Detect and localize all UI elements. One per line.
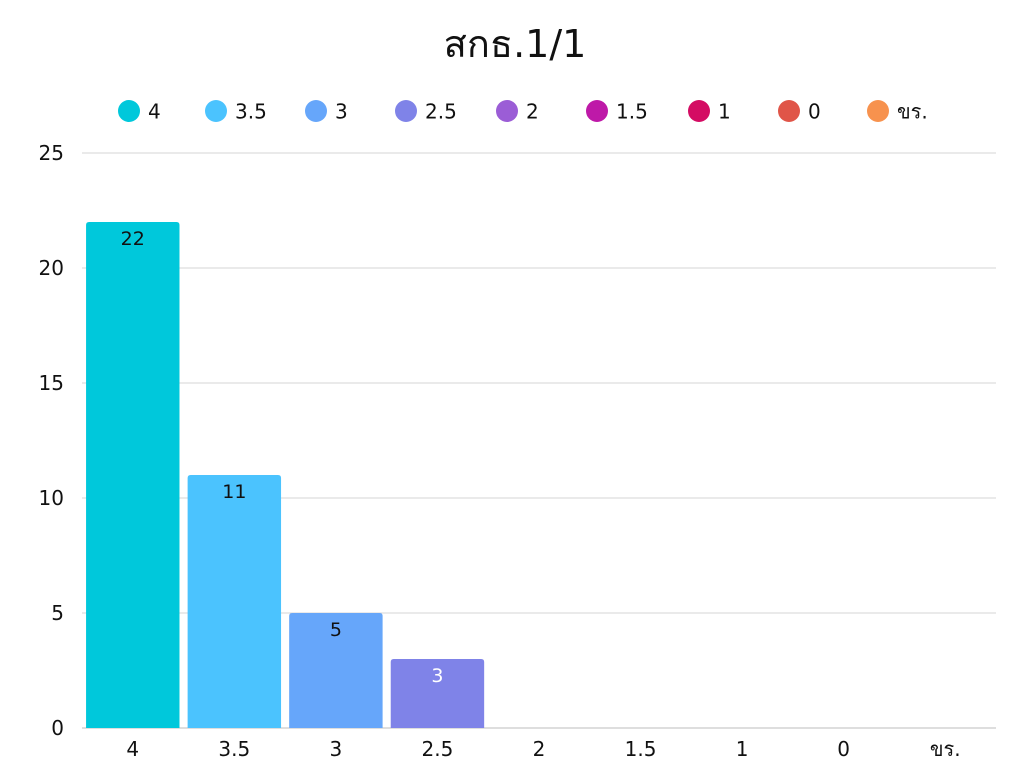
legend-swatch	[496, 100, 518, 122]
y-axis: 0 5 10 15 20 25	[39, 141, 64, 740]
bars	[86, 222, 485, 728]
legend-item: 2.5	[395, 100, 457, 124]
legend-swatch	[778, 100, 800, 122]
x-tick-label: 3	[330, 737, 343, 761]
y-tick-label: 20	[39, 256, 64, 280]
bar	[187, 475, 282, 728]
legend-label: 1	[718, 100, 731, 124]
legend-item: 3	[305, 100, 348, 124]
x-tick-label: 3.5	[218, 737, 250, 761]
legend-swatch	[586, 100, 608, 122]
legend: 4 3.5 3 2.5 2 1.5 1 0 ขร.	[118, 100, 928, 124]
legend-swatch	[867, 100, 889, 122]
x-axis: 4 3.5 3 2.5 2 1.5 1 0 ขร.	[126, 737, 960, 761]
legend-label: 1.5	[616, 100, 648, 124]
bar	[390, 659, 485, 728]
legend-item: 3.5	[205, 100, 267, 124]
x-tick-label: 2	[533, 737, 546, 761]
y-tick-label: 15	[39, 371, 64, 395]
legend-swatch	[118, 100, 140, 122]
x-tick-label: 1.5	[625, 737, 657, 761]
x-tick-label: 2.5	[422, 737, 454, 761]
legend-label: 3	[335, 100, 348, 124]
data-label: 11	[222, 481, 246, 503]
legend-swatch	[205, 100, 227, 122]
legend-item: ขร.	[867, 100, 928, 124]
legend-label: 3.5	[235, 100, 267, 124]
data-label: 5	[330, 619, 342, 641]
legend-label: 2	[526, 100, 539, 124]
legend-item: 1	[688, 100, 731, 124]
x-tick-label: ขร.	[930, 737, 961, 761]
legend-label: 4	[148, 100, 161, 124]
legend-item: 4	[118, 100, 161, 124]
y-tick-label: 10	[39, 486, 64, 510]
bar	[289, 613, 383, 728]
data-label: 22	[121, 228, 145, 250]
legend-swatch	[688, 100, 710, 122]
legend-label: 2.5	[425, 100, 457, 124]
y-tick-label: 0	[51, 716, 64, 740]
chart-title: สกธ.1/1	[444, 22, 587, 66]
x-tick-label: 0	[837, 737, 850, 761]
legend-swatch	[305, 100, 327, 122]
y-tick-label: 5	[51, 601, 64, 625]
x-tick-label: 4	[126, 737, 139, 761]
legend-item: 1.5	[586, 100, 648, 124]
x-tick-label: 1	[736, 737, 749, 761]
legend-swatch	[395, 100, 417, 122]
data-label: 3	[431, 665, 443, 687]
legend-item: 0	[778, 100, 821, 124]
y-tick-label: 25	[39, 141, 64, 165]
legend-label: 0	[808, 100, 821, 124]
data-labels: 22 11 5 3	[121, 228, 444, 687]
bar	[86, 222, 180, 728]
legend-item: 2	[496, 100, 539, 124]
legend-label: ขร.	[897, 100, 928, 124]
